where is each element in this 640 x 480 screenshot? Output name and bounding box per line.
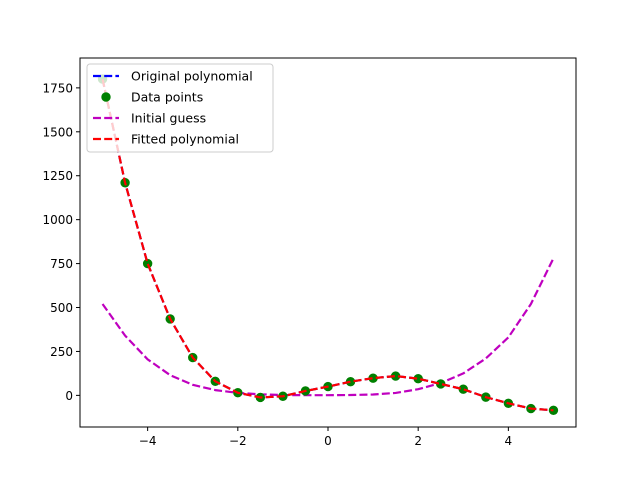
fitted-polynomial-line [101,78,554,412]
x-tick-label: −4 [139,434,157,448]
legend: Original polynomial Data points Initial gu… [86,63,274,153]
ticks-layer: −4 −2 0 2 4 0 250 500 750 1000 1250 1500 1750 [42,81,512,448]
legend-label-initial-guess: Initial guess [131,111,206,126]
x-tick-label: −2 [229,434,247,448]
y-tick-label: 500 [50,301,73,315]
y-tick-label: 1500 [42,125,73,139]
initial-guess-line [101,257,555,397]
series-layer [97,74,559,416]
legend-label-fitted-polynomial: Fitted polynomial [131,132,239,147]
y-tick-label: 1000 [42,213,73,227]
legend-marker-data-points [101,92,111,102]
y-tick-label: 1750 [42,81,73,95]
legend-box [86,63,274,153]
y-tick-label: 250 [50,345,73,359]
y-tick-label: 0 [65,389,73,403]
data-point [142,258,153,269]
x-tick-label: 0 [324,434,332,448]
legend-label-original-polynomial: Original polynomial [131,69,253,84]
y-tick-label: 1250 [42,169,73,183]
x-tick-label: 2 [414,434,422,448]
legend-label-data-points: Data points [131,90,203,105]
data-point [548,405,559,416]
x-tick-label: 4 [505,434,513,448]
y-tick-label: 750 [50,257,73,271]
